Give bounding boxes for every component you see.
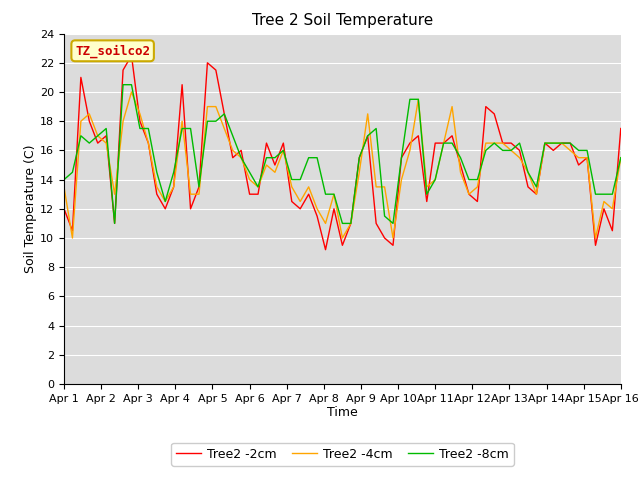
Line: Tree2 -8cm: Tree2 -8cm (64, 84, 621, 223)
Tree2 -4cm (499, 140, 506, 146)
Tree2 -2cm (330, 206, 338, 212)
Tree2 -8cm (583, 147, 591, 153)
Line: Tree2 -2cm: Tree2 -2cm (64, 56, 621, 250)
Title: Tree 2 Soil Temperature: Tree 2 Soil Temperature (252, 13, 433, 28)
Tree2 -4cm (617, 155, 625, 161)
Tree2 -4cm (330, 192, 338, 197)
Tree2 -2cm (102, 133, 110, 139)
Tree2 -4cm (60, 184, 68, 190)
Tree2 -8cm (145, 126, 152, 132)
Tree2 -2cm (60, 206, 68, 212)
Tree2 -2cm (322, 247, 330, 252)
Tree2 -8cm (60, 177, 68, 182)
X-axis label: Time: Time (327, 407, 358, 420)
Tree2 -2cm (296, 206, 304, 212)
Tree2 -8cm (330, 192, 338, 197)
Tree2 -8cm (305, 155, 312, 161)
Tree2 -8cm (102, 126, 110, 132)
Tree2 -4cm (583, 155, 591, 161)
Y-axis label: Soil Temperature (C): Soil Temperature (C) (24, 144, 37, 273)
Tree2 -8cm (119, 82, 127, 87)
Tree2 -2cm (617, 126, 625, 132)
Tree2 -2cm (136, 119, 144, 124)
Tree2 -2cm (583, 155, 591, 161)
Tree2 -4cm (127, 89, 135, 95)
Line: Tree2 -4cm: Tree2 -4cm (64, 92, 621, 238)
Tree2 -8cm (111, 220, 118, 226)
Tree2 -4cm (145, 140, 152, 146)
Tree2 -4cm (111, 192, 118, 197)
Tree2 -2cm (127, 53, 135, 59)
Tree2 -4cm (68, 235, 76, 241)
Text: TZ_soilco2: TZ_soilco2 (75, 44, 150, 58)
Tree2 -4cm (305, 184, 312, 190)
Tree2 -2cm (499, 140, 506, 146)
Legend: Tree2 -2cm, Tree2 -4cm, Tree2 -8cm: Tree2 -2cm, Tree2 -4cm, Tree2 -8cm (171, 443, 514, 466)
Tree2 -8cm (499, 147, 506, 153)
Tree2 -8cm (617, 155, 625, 161)
